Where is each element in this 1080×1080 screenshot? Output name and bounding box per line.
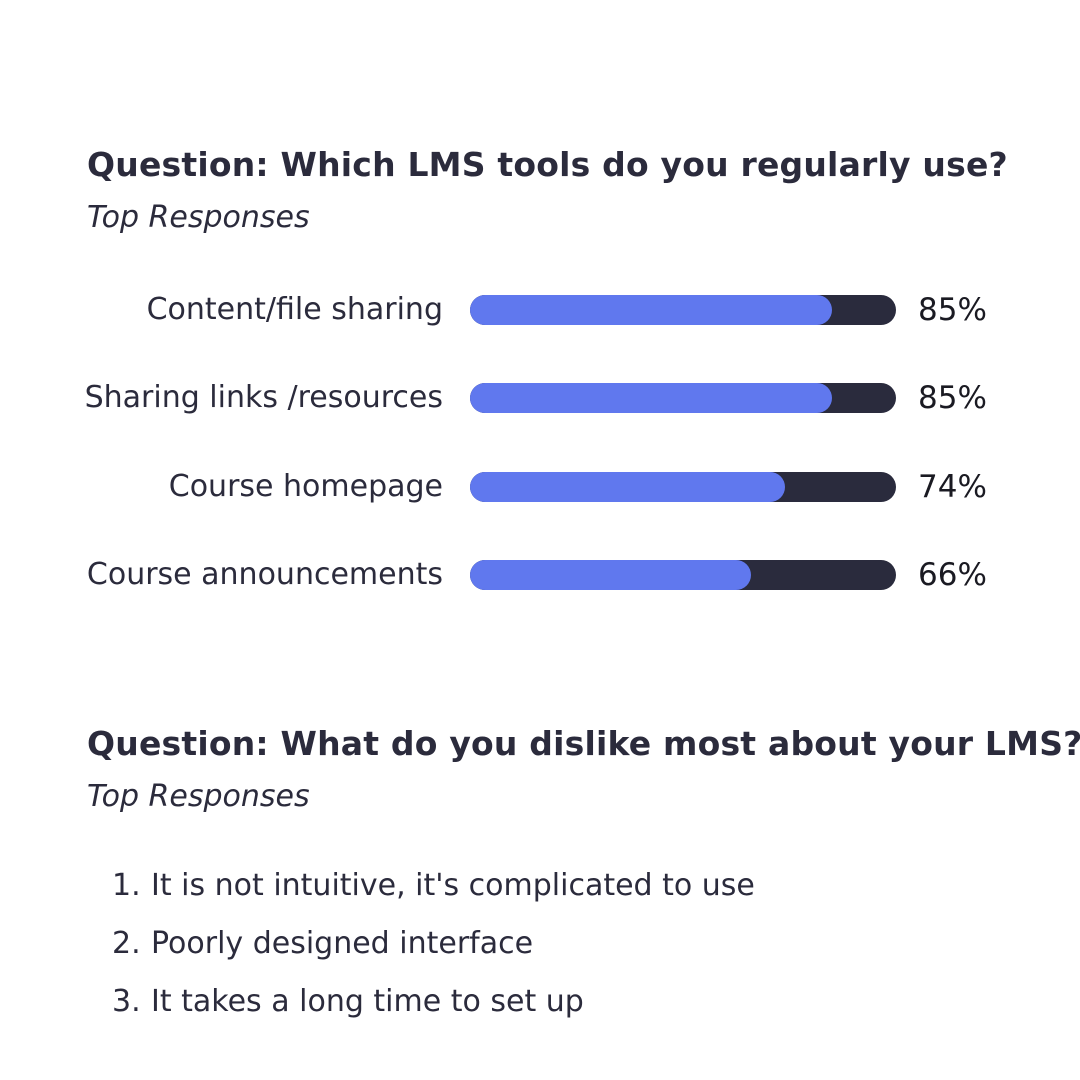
bar-value-label: 74% — [918, 469, 987, 505]
bar-fill — [470, 295, 832, 325]
bar-row: Sharing links /resources 85% — [0, 368, 1080, 428]
bar-label: Course homepage — [168, 469, 443, 504]
bar-label: Content/file sharing — [146, 292, 443, 327]
bar-value-label: 85% — [918, 380, 987, 416]
question-1-title: Question: Which LMS tools do you regular… — [87, 145, 1008, 184]
list-item: 2. Poorly designed interface — [0, 918, 1080, 968]
bar-fill — [470, 560, 751, 590]
bar-row: Course announcements 66% — [0, 545, 1080, 605]
list-item-number: 1. — [112, 868, 141, 903]
question-2-title: Question: What do you dislike most about… — [87, 724, 1080, 763]
bar-track — [470, 560, 896, 590]
list-item-text: Poorly designed interface — [151, 926, 534, 961]
question-1-subtitle: Top Responses — [87, 200, 310, 235]
bar-row: Course homepage 74% — [0, 457, 1080, 517]
list-item-number: 3. — [112, 984, 141, 1019]
list-item-text: It is not intuitive, it's complicated to… — [151, 868, 755, 903]
list-item-text: It takes a long time to set up — [151, 984, 584, 1019]
bar-fill — [470, 383, 832, 413]
bar-row: Content/file sharing 85% — [0, 280, 1080, 340]
bar-chart: Content/file sharing 85% Sharing links /… — [0, 280, 1080, 610]
bar-label: Course announcements — [86, 557, 443, 592]
list-item: 1. It is not intuitive, it's complicated… — [0, 860, 1080, 910]
list-item-number: 2. — [112, 926, 141, 961]
list-item: 3. It takes a long time to set up — [0, 976, 1080, 1026]
bar-value-label: 66% — [918, 557, 987, 593]
bar-track — [470, 472, 896, 502]
bar-value-label: 85% — [918, 292, 987, 328]
bar-label: Sharing links /resources — [84, 380, 443, 415]
bar-track — [470, 295, 896, 325]
bar-fill — [470, 472, 785, 502]
question-2-subtitle: Top Responses — [87, 779, 310, 814]
bar-track — [470, 383, 896, 413]
